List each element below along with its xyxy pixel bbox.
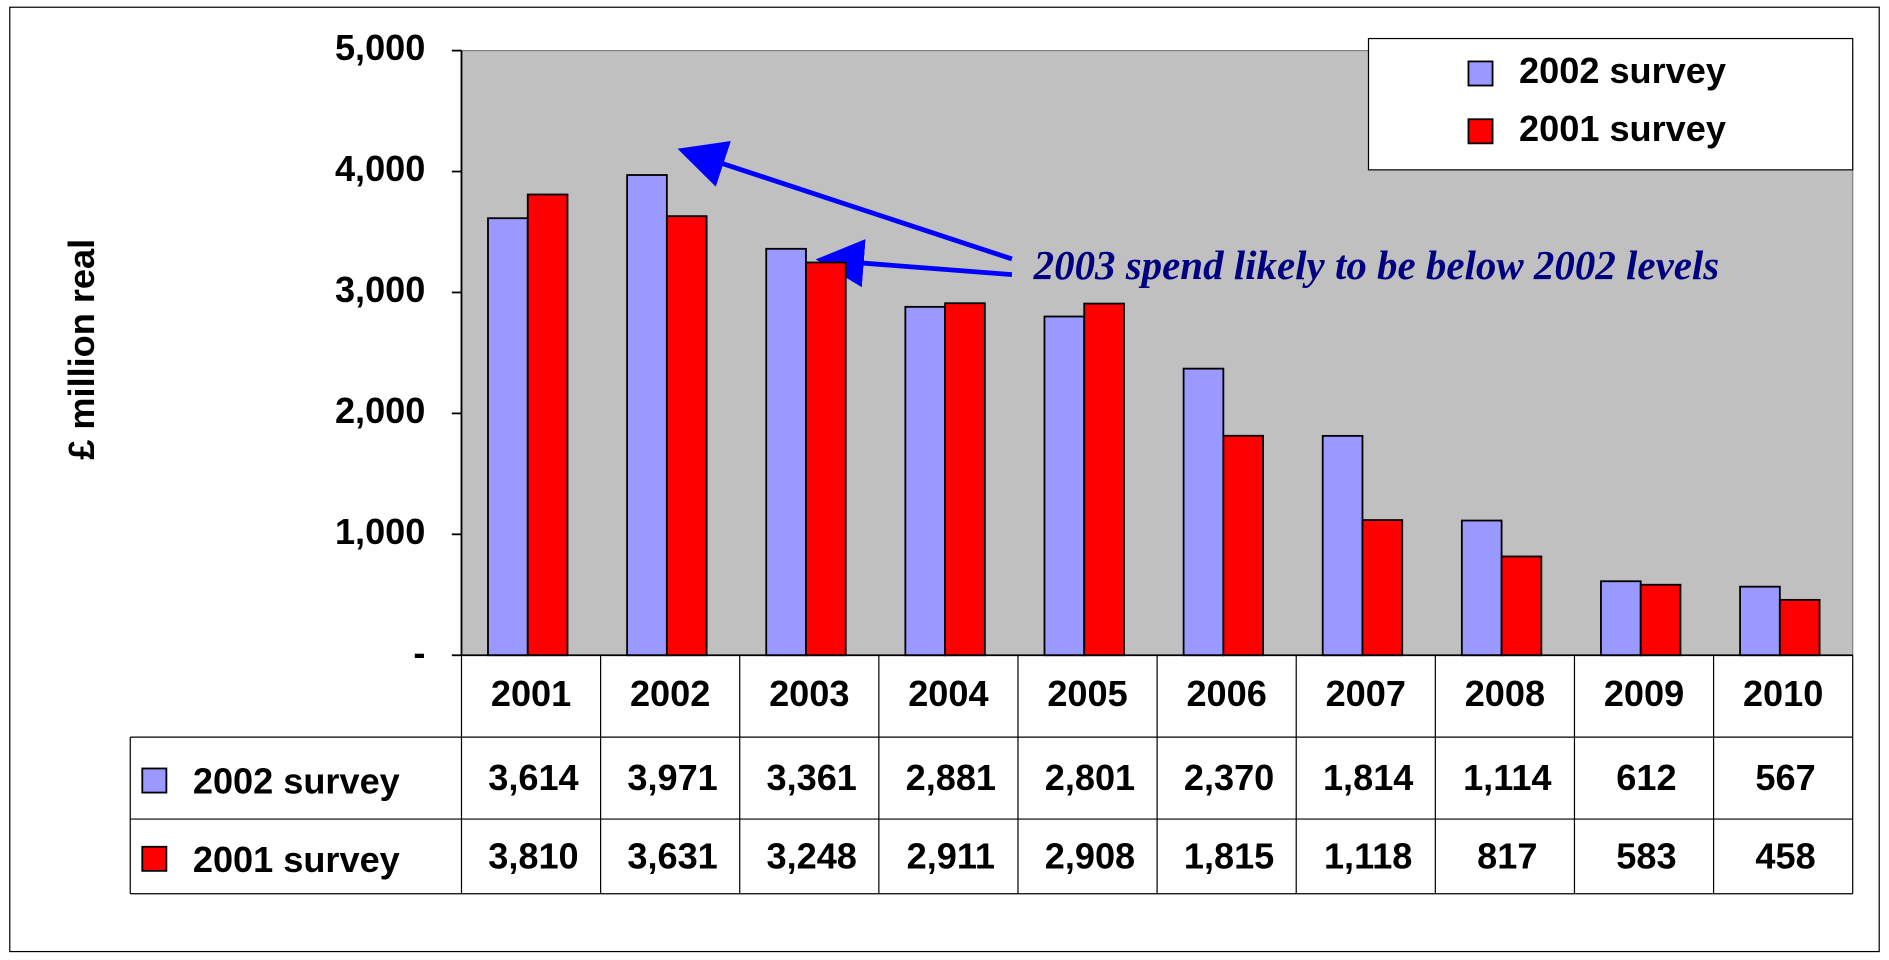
x-tick-label: 2006	[1186, 673, 1266, 714]
bar	[626, 174, 668, 657]
table-cell: 458	[1755, 835, 1815, 876]
y-tick-label: 1,000	[335, 511, 425, 552]
legend-label: 2001 survey	[1519, 108, 1726, 149]
bar	[1182, 367, 1225, 657]
table-cell: 817	[1477, 835, 1537, 876]
table-cell: 2,881	[906, 757, 996, 798]
table-key	[141, 845, 168, 872]
table-cell: 567	[1755, 757, 1815, 798]
table-cell: 3,614	[488, 757, 578, 798]
table-cell: 2,908	[1045, 835, 1135, 876]
annotation-arrow	[815, 239, 1013, 288]
legend-label: 2002 survey	[1519, 50, 1726, 91]
x-tick-label: 2008	[1465, 673, 1545, 714]
table-row-label: 2002 survey	[193, 761, 400, 802]
annotation-arrow	[677, 140, 1013, 262]
y-tick-label: 2,000	[335, 390, 425, 431]
bar	[487, 217, 529, 657]
bar	[1778, 598, 1821, 657]
x-tick-label: 2007	[1326, 673, 1406, 714]
table-cell: 3,248	[766, 835, 856, 876]
table-cell: 1,114	[1463, 757, 1551, 798]
x-tick-label: 2010	[1743, 673, 1823, 714]
bar	[526, 193, 569, 657]
bar	[1321, 434, 1364, 657]
legend-key	[1467, 118, 1494, 145]
bar	[944, 302, 986, 657]
x-tick-label: 2003	[769, 673, 849, 714]
bar	[1361, 519, 1404, 657]
table-cell: 583	[1616, 835, 1676, 876]
table-key	[141, 767, 168, 794]
x-tick-label: 2009	[1604, 673, 1684, 714]
bar	[1083, 302, 1125, 657]
bar	[665, 215, 708, 657]
table-cell: 2,911	[907, 835, 995, 876]
table-cell: 2,370	[1184, 757, 1274, 798]
x-tick-label: 2005	[1047, 673, 1127, 714]
bar	[1043, 315, 1086, 657]
bar	[765, 247, 807, 657]
y-tick-label: 3,000	[335, 269, 425, 310]
table-row-label: 2001 survey	[193, 839, 400, 880]
table-cell: 1,814	[1323, 757, 1413, 798]
bar	[904, 305, 947, 657]
bar	[1500, 555, 1543, 657]
table-cell: 3,631	[627, 835, 717, 876]
y-tick-label: 5,000	[335, 27, 425, 68]
table-cell: 3,971	[627, 757, 717, 798]
x-tick-label: 2001	[491, 673, 571, 714]
bar	[1222, 434, 1264, 657]
bar	[1639, 583, 1682, 657]
bar	[1600, 580, 1642, 657]
table-cell: 2,801	[1045, 757, 1135, 798]
table-cell: 3,361	[766, 757, 856, 798]
y-tick-label: -	[413, 632, 425, 673]
x-tick-label: 2004	[908, 673, 988, 714]
table-cell: 612	[1616, 757, 1676, 798]
legend-key	[1467, 60, 1494, 87]
legend	[1367, 37, 1854, 171]
table-cell: 1,815	[1184, 835, 1274, 876]
bar	[805, 261, 847, 657]
annotation: 2003 spend likely to be below 2002 level…	[1033, 243, 1720, 288]
table-cell: 3,810	[488, 835, 578, 876]
x-tick-label: 2002	[630, 673, 710, 714]
y-axis-label: £ million real	[61, 239, 102, 460]
y-tick-label: 4,000	[335, 148, 425, 189]
table-cell: 1,118	[1324, 835, 1412, 876]
bar	[1739, 585, 1781, 657]
bar	[1460, 519, 1503, 657]
